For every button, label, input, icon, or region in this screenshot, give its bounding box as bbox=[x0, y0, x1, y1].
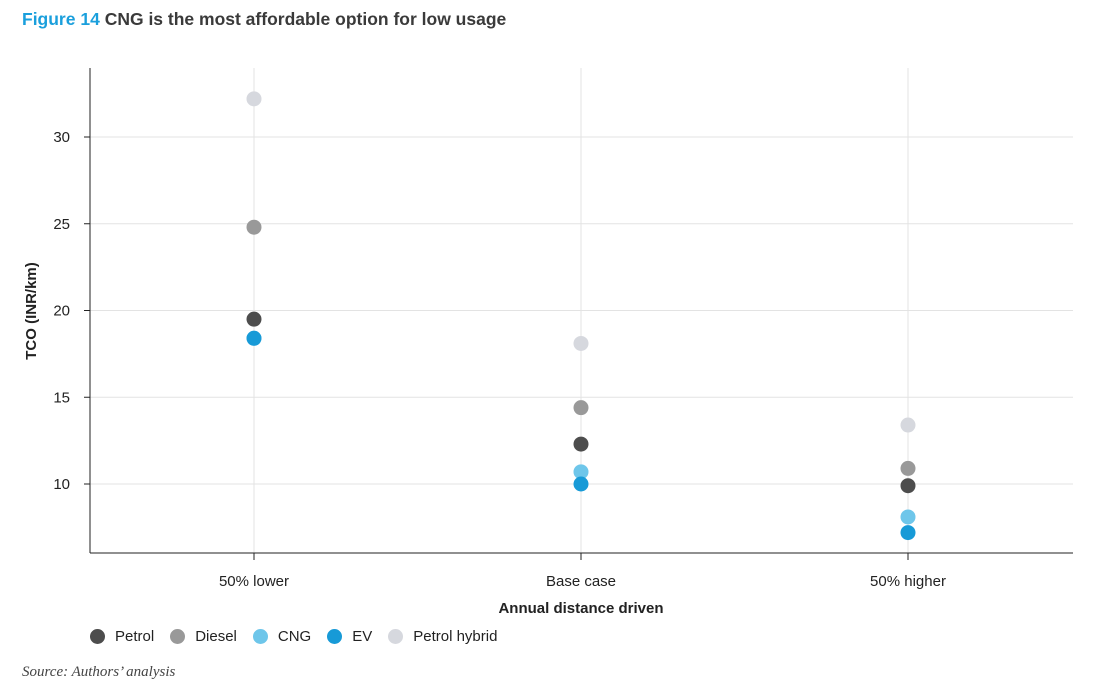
figure-heading: CNG is the most affordable option for lo… bbox=[104, 9, 507, 29]
point-diesel bbox=[900, 460, 916, 476]
axis-layer bbox=[84, 68, 1073, 560]
x-tick-label: 50% higher bbox=[870, 573, 946, 590]
y-tick-label: 10 bbox=[53, 476, 70, 493]
point-diesel bbox=[246, 219, 262, 235]
point-petrol bbox=[246, 311, 262, 327]
legend-item-petrol-hybrid: Petrol hybrid bbox=[388, 628, 497, 645]
point-petrol-hybrid bbox=[900, 417, 916, 433]
x-tick-labels: 50% lower Base case 50% higher bbox=[219, 573, 946, 590]
legend-label: Petrol hybrid bbox=[413, 628, 498, 645]
source-note: Source: Authors’ analysis bbox=[22, 664, 176, 680]
data-points bbox=[246, 91, 916, 541]
legend-label: Petrol bbox=[115, 628, 155, 645]
legend-item-ev: EV bbox=[327, 628, 372, 645]
legend-swatch bbox=[252, 629, 268, 644]
x-tick-label: Base case bbox=[546, 573, 616, 590]
y-tick-label: 20 bbox=[53, 303, 70, 320]
legend-swatch bbox=[170, 629, 186, 644]
point-petrol bbox=[900, 478, 916, 494]
legend-label: EV bbox=[352, 628, 373, 645]
point-petrol-hybrid bbox=[246, 91, 262, 107]
legend-label: Diesel bbox=[195, 628, 237, 645]
legend-item-cng: CNG bbox=[252, 628, 312, 645]
y-tick-label: 30 bbox=[53, 129, 70, 146]
point-cng bbox=[573, 464, 589, 480]
figure-title: Figure 14 CNG is the most affordable opt… bbox=[22, 9, 506, 30]
legend-swatch bbox=[327, 629, 343, 644]
point-diesel bbox=[573, 400, 589, 416]
y-tick-labels: 10 15 20 25 30 bbox=[53, 129, 70, 493]
legend-swatch bbox=[90, 629, 105, 644]
legend-label: CNG bbox=[277, 628, 312, 645]
point-petrol bbox=[573, 436, 589, 452]
point-ev bbox=[573, 476, 589, 492]
y-tick-label: 25 bbox=[53, 216, 70, 233]
x-tick-label: 50% lower bbox=[219, 573, 289, 590]
point-ev bbox=[900, 525, 916, 541]
legend-swatch bbox=[388, 629, 404, 644]
point-cng bbox=[900, 509, 916, 525]
legend-item-diesel: Diesel bbox=[170, 628, 237, 645]
legend: Petrol Diesel CNG EV Petrol hybrid bbox=[90, 628, 513, 645]
legend-item-petrol: Petrol bbox=[90, 628, 154, 645]
point-petrol-hybrid bbox=[573, 335, 589, 351]
y-tick-label: 15 bbox=[53, 389, 70, 406]
figure-number: Figure 14 bbox=[22, 9, 100, 29]
x-axis-label: Annual distance driven bbox=[498, 600, 663, 617]
point-ev bbox=[246, 330, 262, 346]
y-axis-label: TCO (INR/km) bbox=[23, 262, 40, 360]
